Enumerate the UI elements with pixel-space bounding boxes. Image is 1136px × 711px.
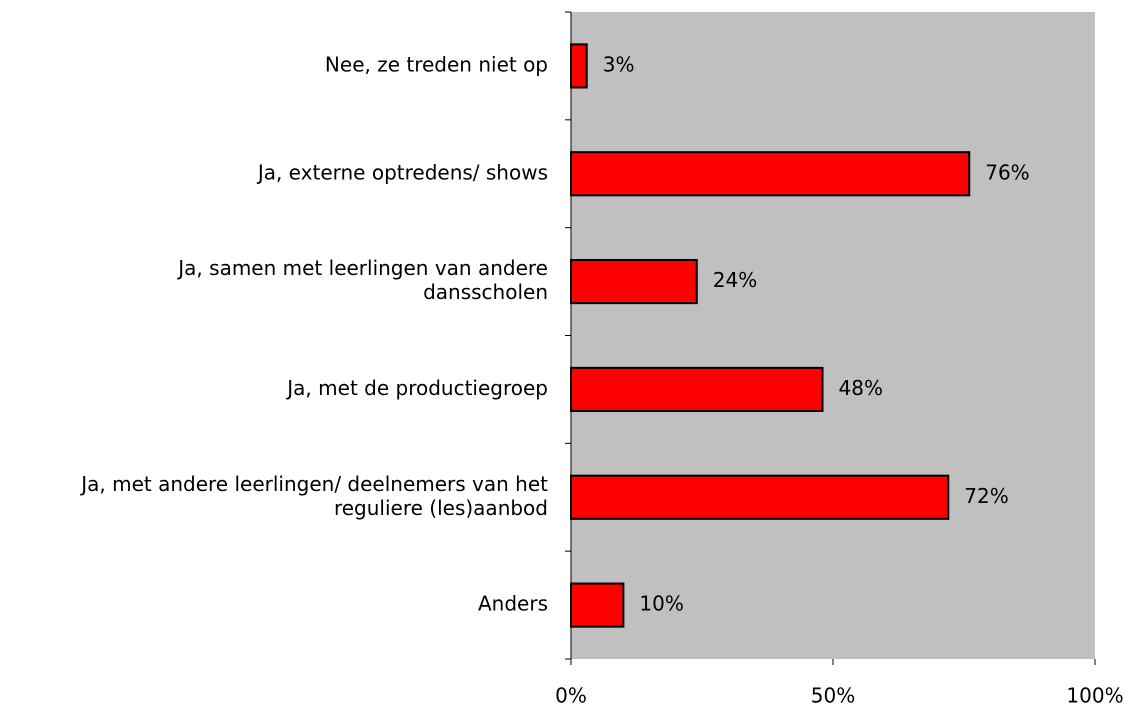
bar — [570, 43, 588, 89]
data-label: 76% — [985, 160, 1029, 184]
x-tick-label: 100% — [1066, 684, 1123, 708]
bar — [570, 474, 950, 520]
data-label: 3% — [603, 52, 635, 76]
x-tick-label: 50% — [811, 684, 855, 708]
bar — [570, 582, 625, 628]
y-tick-label: dansscholen — [423, 280, 548, 304]
data-label: 10% — [639, 592, 683, 616]
y-tick-label: Anders — [478, 592, 548, 616]
y-tick-label: Ja, met de productiegroep — [285, 376, 548, 400]
bar — [570, 259, 698, 305]
bar — [570, 366, 824, 412]
y-tick-label: Ja, samen met leerlingen van andere — [176, 256, 548, 280]
x-tick-label: 0% — [555, 684, 587, 708]
data-label: 72% — [964, 484, 1008, 508]
y-tick-label: Ja, externe optredens/ shows — [256, 160, 548, 184]
data-label: 48% — [839, 376, 883, 400]
y-tick-label: reguliere (les)aanbod — [334, 496, 548, 520]
plot-area — [571, 12, 1095, 659]
y-tick-label: Nee, ze treden niet op — [325, 52, 548, 76]
bar — [570, 151, 971, 197]
data-label: 24% — [713, 268, 757, 292]
y-tick-label: Ja, met andere leerlingen/ deelnemers va… — [79, 472, 548, 496]
